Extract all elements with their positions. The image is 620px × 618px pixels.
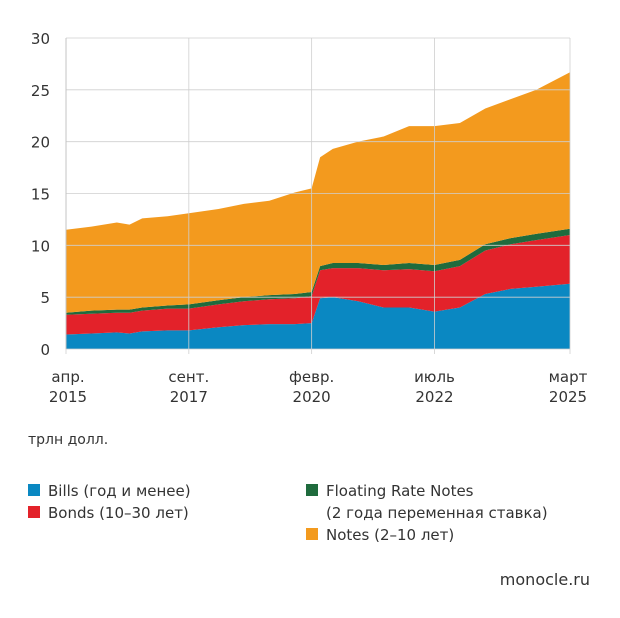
x-tick-label-year: 2022: [415, 388, 453, 406]
legend-item-bills: Bills (год и менее): [28, 480, 191, 502]
x-axis: апр. 2015 сент. 2017 февр. 2020 июль 2022 март 20…: [49, 368, 588, 406]
y-tick-label: 5: [40, 289, 50, 307]
y-axis: 0 5 10 15 20 25 30: [31, 30, 50, 359]
legend-item-frn: Floating Rate Notes (2 года переменная с…: [306, 480, 548, 524]
area-series-0: [66, 283, 570, 349]
legend-swatch-frn: [306, 484, 318, 496]
y-tick-label: 30: [31, 30, 50, 48]
x-tick-label: июль: [414, 368, 455, 386]
legend-swatch-bonds: [28, 506, 40, 518]
chart-grid: [65, 37, 571, 354]
area-series-1: [66, 234, 570, 335]
area-series-2: [66, 228, 570, 315]
source-credit: monocle.ru: [499, 570, 590, 589]
x-tick-label-year: 2020: [293, 388, 331, 406]
y-tick-label: 20: [31, 134, 50, 152]
x-tick-label: сент.: [168, 368, 209, 386]
chart-areas: [66, 72, 570, 349]
legend-label-notes: Notes (2–10 лет): [326, 526, 455, 544]
legend-swatch-bills: [28, 484, 40, 496]
legend-label-frn-note: (2 года переменная ставка): [326, 504, 548, 522]
legend-label-frn: Floating Rate Notes: [326, 482, 474, 500]
legend: Bills (год и менее) Bonds (10–30 лет) Fl…: [28, 480, 608, 560]
y-tick-label: 15: [31, 186, 50, 204]
y-tick-label: 25: [31, 82, 50, 100]
legend-label-bills: Bills (год и менее): [48, 482, 191, 500]
x-tick-label: март: [549, 368, 588, 386]
legend-item-notes: Notes (2–10 лет): [306, 524, 454, 546]
y-tick-label: 0: [40, 341, 50, 359]
area-series-3: [66, 72, 570, 313]
x-tick-label-year: 2025: [549, 388, 587, 406]
legend-item-bonds: Bonds (10–30 лет): [28, 502, 189, 524]
legend-label-bonds: Bonds (10–30 лет): [48, 504, 189, 522]
x-tick-label: апр.: [51, 368, 84, 386]
unit-label: трлн долл.: [28, 432, 109, 448]
y-tick-label: 10: [31, 237, 50, 255]
x-tick-label: февр.: [289, 368, 334, 386]
x-tick-label-year: 2017: [170, 388, 208, 406]
legend-swatch-notes: [306, 528, 318, 540]
x-tick-label-year: 2015: [49, 388, 87, 406]
